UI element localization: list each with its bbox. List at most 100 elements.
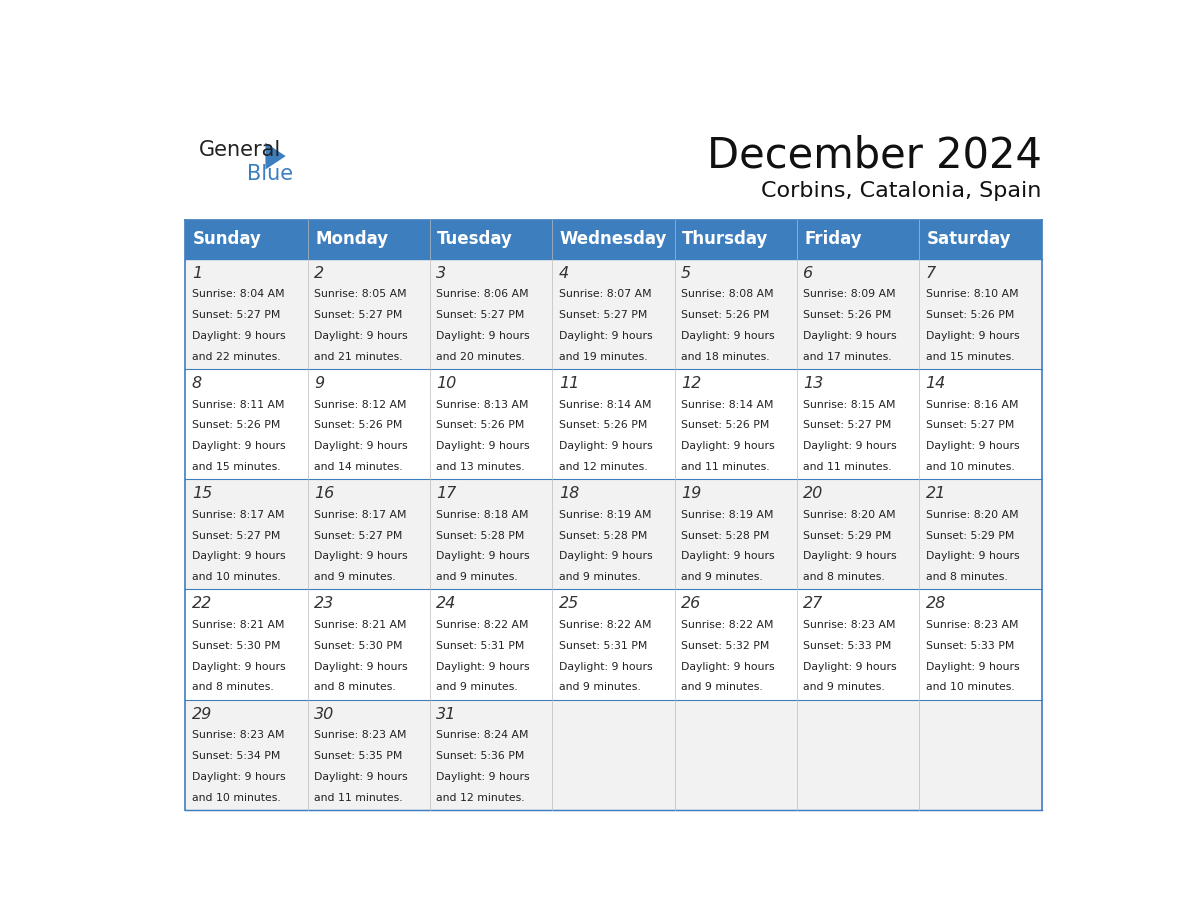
Text: Sunset: 5:26 PM: Sunset: 5:26 PM <box>803 310 892 320</box>
Text: and 8 minutes.: and 8 minutes. <box>925 572 1007 582</box>
Text: Sunset: 5:30 PM: Sunset: 5:30 PM <box>314 641 403 651</box>
Text: 6: 6 <box>803 265 814 281</box>
FancyBboxPatch shape <box>308 219 430 259</box>
Text: Sunrise: 8:14 AM: Sunrise: 8:14 AM <box>681 399 773 409</box>
Text: Daylight: 9 hours: Daylight: 9 hours <box>191 442 285 451</box>
Text: Daylight: 9 hours: Daylight: 9 hours <box>803 442 897 451</box>
Text: Sunset: 5:27 PM: Sunset: 5:27 PM <box>191 310 280 320</box>
FancyBboxPatch shape <box>675 479 797 589</box>
Text: Daylight: 9 hours: Daylight: 9 hours <box>803 552 897 562</box>
Text: Sunrise: 8:17 AM: Sunrise: 8:17 AM <box>191 509 284 520</box>
Text: 21: 21 <box>925 487 946 501</box>
Text: 5: 5 <box>681 265 691 281</box>
Text: Sunset: 5:30 PM: Sunset: 5:30 PM <box>191 641 280 651</box>
Text: Sunrise: 8:19 AM: Sunrise: 8:19 AM <box>681 509 773 520</box>
FancyBboxPatch shape <box>552 589 675 700</box>
Text: Daylight: 9 hours: Daylight: 9 hours <box>681 330 775 341</box>
Text: 18: 18 <box>558 487 579 501</box>
Text: Sunset: 5:27 PM: Sunset: 5:27 PM <box>314 310 403 320</box>
FancyBboxPatch shape <box>552 219 675 259</box>
Text: Sunset: 5:27 PM: Sunset: 5:27 PM <box>558 310 647 320</box>
Text: Sunset: 5:26 PM: Sunset: 5:26 PM <box>314 420 403 431</box>
Text: Sunrise: 8:12 AM: Sunrise: 8:12 AM <box>314 399 406 409</box>
Text: Monday: Monday <box>315 230 388 248</box>
Text: 1: 1 <box>191 265 202 281</box>
Text: Daylight: 9 hours: Daylight: 9 hours <box>925 552 1019 562</box>
Text: Sunrise: 8:23 AM: Sunrise: 8:23 AM <box>191 731 284 741</box>
Text: 24: 24 <box>436 597 456 611</box>
Text: Blue: Blue <box>247 164 293 184</box>
Text: Sunset: 5:26 PM: Sunset: 5:26 PM <box>925 310 1015 320</box>
FancyBboxPatch shape <box>430 219 552 259</box>
Text: Sunrise: 8:04 AM: Sunrise: 8:04 AM <box>191 289 284 299</box>
Text: and 9 minutes.: and 9 minutes. <box>558 682 640 692</box>
Text: Daylight: 9 hours: Daylight: 9 hours <box>925 662 1019 672</box>
Text: Sunrise: 8:07 AM: Sunrise: 8:07 AM <box>558 289 651 299</box>
FancyBboxPatch shape <box>430 589 552 700</box>
FancyBboxPatch shape <box>430 369 552 479</box>
Text: and 9 minutes.: and 9 minutes. <box>436 572 518 582</box>
Text: Daylight: 9 hours: Daylight: 9 hours <box>436 552 530 562</box>
Text: Daylight: 9 hours: Daylight: 9 hours <box>191 772 285 782</box>
Text: Daylight: 9 hours: Daylight: 9 hours <box>558 442 652 451</box>
Text: and 13 minutes.: and 13 minutes. <box>436 462 525 472</box>
Text: Sunset: 5:27 PM: Sunset: 5:27 PM <box>191 531 280 541</box>
Text: Sunset: 5:34 PM: Sunset: 5:34 PM <box>191 751 280 761</box>
FancyBboxPatch shape <box>185 700 308 810</box>
FancyBboxPatch shape <box>675 259 797 369</box>
Text: Daylight: 9 hours: Daylight: 9 hours <box>314 662 407 672</box>
Text: Daylight: 9 hours: Daylight: 9 hours <box>558 330 652 341</box>
Text: Daylight: 9 hours: Daylight: 9 hours <box>436 772 530 782</box>
Text: Sunset: 5:31 PM: Sunset: 5:31 PM <box>558 641 647 651</box>
Text: Daylight: 9 hours: Daylight: 9 hours <box>681 662 775 672</box>
Text: and 9 minutes.: and 9 minutes. <box>803 682 885 692</box>
Text: Sunset: 5:35 PM: Sunset: 5:35 PM <box>314 751 403 761</box>
Text: 25: 25 <box>558 597 579 611</box>
Text: Sunrise: 8:23 AM: Sunrise: 8:23 AM <box>803 621 896 630</box>
FancyBboxPatch shape <box>430 259 552 369</box>
Text: 10: 10 <box>436 376 456 391</box>
Text: and 11 minutes.: and 11 minutes. <box>803 462 892 472</box>
Text: Sunset: 5:28 PM: Sunset: 5:28 PM <box>681 531 770 541</box>
Text: and 10 minutes.: and 10 minutes. <box>191 572 280 582</box>
Text: 27: 27 <box>803 597 823 611</box>
Text: Daylight: 9 hours: Daylight: 9 hours <box>558 662 652 672</box>
Text: Sunrise: 8:23 AM: Sunrise: 8:23 AM <box>925 621 1018 630</box>
Text: and 10 minutes.: and 10 minutes. <box>925 682 1015 692</box>
Text: Sunrise: 8:16 AM: Sunrise: 8:16 AM <box>925 399 1018 409</box>
Text: Daylight: 9 hours: Daylight: 9 hours <box>436 442 530 451</box>
Text: Sunrise: 8:13 AM: Sunrise: 8:13 AM <box>436 399 529 409</box>
FancyBboxPatch shape <box>675 700 797 810</box>
Text: and 9 minutes.: and 9 minutes. <box>681 682 763 692</box>
Text: Daylight: 9 hours: Daylight: 9 hours <box>436 330 530 341</box>
Text: 12: 12 <box>681 376 701 391</box>
Text: Sunset: 5:26 PM: Sunset: 5:26 PM <box>558 420 647 431</box>
Text: Sunset: 5:29 PM: Sunset: 5:29 PM <box>803 531 892 541</box>
Text: Sunrise: 8:10 AM: Sunrise: 8:10 AM <box>925 289 1018 299</box>
FancyBboxPatch shape <box>552 479 675 589</box>
Text: Sunset: 5:36 PM: Sunset: 5:36 PM <box>436 751 525 761</box>
Text: Sunrise: 8:08 AM: Sunrise: 8:08 AM <box>681 289 773 299</box>
Text: and 14 minutes.: and 14 minutes. <box>314 462 403 472</box>
Text: Sunrise: 8:19 AM: Sunrise: 8:19 AM <box>558 509 651 520</box>
Text: 14: 14 <box>925 376 946 391</box>
Text: and 17 minutes.: and 17 minutes. <box>803 352 892 362</box>
Text: Daylight: 9 hours: Daylight: 9 hours <box>803 662 897 672</box>
FancyBboxPatch shape <box>797 219 920 259</box>
FancyBboxPatch shape <box>308 700 430 810</box>
FancyBboxPatch shape <box>920 589 1042 700</box>
FancyBboxPatch shape <box>308 479 430 589</box>
Text: and 21 minutes.: and 21 minutes. <box>314 352 403 362</box>
Text: 23: 23 <box>314 597 334 611</box>
Text: 13: 13 <box>803 376 823 391</box>
Text: 9: 9 <box>314 376 324 391</box>
Text: Sunset: 5:26 PM: Sunset: 5:26 PM <box>681 420 770 431</box>
Text: Daylight: 9 hours: Daylight: 9 hours <box>925 330 1019 341</box>
Text: Sunrise: 8:09 AM: Sunrise: 8:09 AM <box>803 289 896 299</box>
Text: 28: 28 <box>925 597 946 611</box>
Text: and 20 minutes.: and 20 minutes. <box>436 352 525 362</box>
FancyBboxPatch shape <box>185 259 308 369</box>
FancyBboxPatch shape <box>308 589 430 700</box>
Text: Daylight: 9 hours: Daylight: 9 hours <box>314 772 407 782</box>
Text: and 10 minutes.: and 10 minutes. <box>191 792 280 802</box>
